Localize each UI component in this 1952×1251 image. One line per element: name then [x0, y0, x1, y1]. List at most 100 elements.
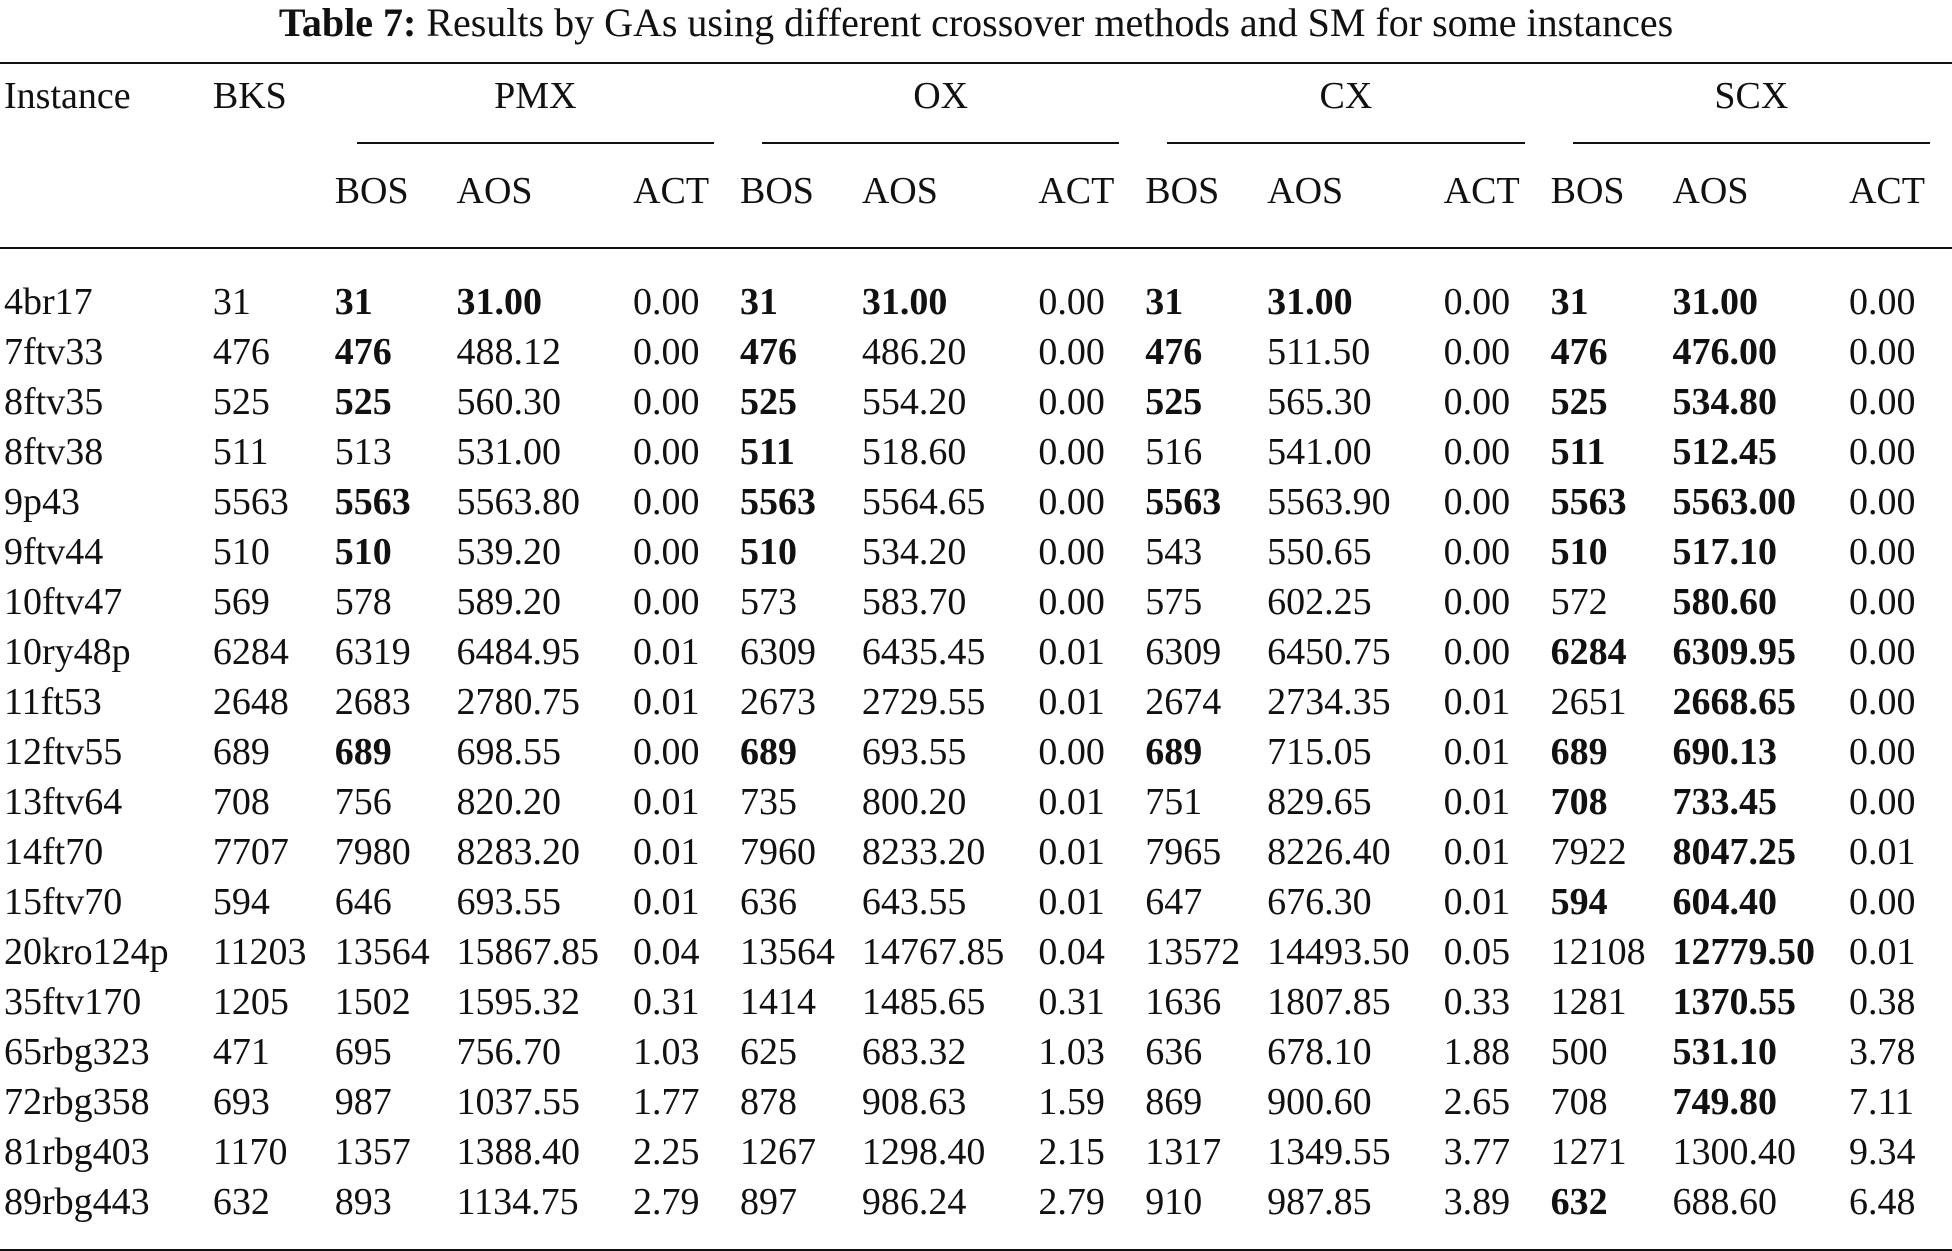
cx-aos-cell: 541.00	[1267, 431, 1372, 473]
scx-aos-cell: 733.45	[1672, 781, 1777, 823]
scx-act-cell: 0.00	[1848, 481, 1916, 523]
pmx-aos-cell: 698.55	[456, 731, 562, 773]
cx-act-cell: 0.00	[1443, 481, 1511, 523]
scx-act-cell: 0.01	[1848, 831, 1916, 873]
instance-cell: 8ftv38	[4, 431, 104, 473]
ox-bos-cell: 476	[740, 331, 797, 373]
instance-cell: 9ftv44	[4, 531, 104, 573]
cx-bos-cell: 525	[1145, 381, 1203, 423]
scx-aos-cell: 5563.00	[1672, 481, 1796, 523]
pmx-act-cell: 2.79	[629, 1177, 736, 1251]
instance-cell: 4br17	[4, 281, 93, 323]
cx-act-cell: 0.00	[1443, 631, 1511, 673]
group-rule	[1167, 142, 1525, 144]
ox-bos-cell: 735	[740, 781, 797, 823]
table-row: 13ftv64 708 756 820.20 0.01 735 800.20 0.01 751 8…	[0, 777, 1952, 827]
ox-act-cell: 2.15	[1038, 1131, 1105, 1173]
instance-cell: 81rbg403	[4, 1131, 150, 1173]
scx-bos-cell: 5563	[1550, 481, 1627, 523]
ox-bos-cell: 689	[740, 731, 797, 773]
scx-act-cell: 0.00	[1848, 881, 1916, 923]
ox-aos-cell: 800.20	[861, 781, 967, 823]
scx-act-cell: 0.00	[1848, 281, 1916, 323]
pmx-act-cell: 0.00	[633, 431, 700, 473]
cx-act-cell: 1.88	[1443, 1031, 1511, 1073]
bks-cell: 7707	[212, 831, 289, 873]
bks-cell: 511	[212, 431, 269, 473]
pmx-aos-cell: 2780.75	[456, 681, 581, 723]
instance-cell: 35ftv170	[4, 981, 142, 1023]
ox-aos-cell: 534.20	[861, 531, 967, 573]
cx-bos-cell: 31	[1145, 281, 1184, 323]
cx-act-cell: 0.01	[1443, 681, 1511, 723]
pmx-bos-cell: 893	[330, 1177, 453, 1251]
ox-bos-cell: 511	[740, 431, 795, 473]
subheader-aos: AOS	[1263, 144, 1440, 249]
scx-bos-cell: 632	[1546, 1177, 1669, 1251]
pmx-act-cell: 1.03	[633, 1031, 700, 1073]
ox-aos-cell: 908.63	[861, 1081, 967, 1123]
table-caption: Table 7: Results by GAs using different …	[0, 0, 1952, 52]
cx-aos-cell: 565.30	[1267, 381, 1372, 423]
table-row: 14ft70 7707 7980 8283.20 0.01 7960 8233.20 0.01…	[0, 827, 1952, 877]
scx-bos-cell: 2651	[1550, 681, 1627, 723]
cx-act-cell: 2.65	[1443, 1081, 1511, 1123]
scx-bos-cell: 1271	[1550, 1131, 1627, 1173]
pmx-act-cell: 0.00	[633, 481, 700, 523]
ox-act-cell: 0.00	[1038, 481, 1105, 523]
bks-cell: 6284	[212, 631, 289, 673]
header-blank	[0, 144, 209, 249]
cx-act-cell: 0.01	[1443, 781, 1511, 823]
scx-bos-cell: 511	[1550, 431, 1606, 473]
bks-cell: 594	[212, 881, 270, 923]
pmx-act-cell: 0.00	[633, 731, 700, 773]
scx-act-cell: 0.00	[1848, 431, 1916, 473]
ox-bos-cell: 1267	[740, 1131, 816, 1173]
cx-act-cell: 3.77	[1443, 1131, 1511, 1173]
pmx-bos-cell: 510	[334, 531, 392, 573]
ox-aos-cell: 2729.55	[861, 681, 986, 723]
scx-act-cell: 9.34	[1848, 1131, 1916, 1173]
pmx-aos-cell: 1595.32	[456, 981, 581, 1023]
table-row: 9ftv44 510 510 539.20 0.00 510 534.20 0.00 543 55…	[0, 527, 1952, 577]
ox-aos-cell: 486.20	[861, 331, 967, 373]
ox-aos-cell: 5564.65	[861, 481, 986, 523]
table-row: 11ft53 2648 2683 2780.75 0.01 2673 2729.55 0.01…	[0, 677, 1952, 727]
cx-aos-cell: 6450.75	[1267, 631, 1391, 673]
cx-aos-cell: 5563.90	[1267, 481, 1391, 523]
cx-aos-cell: 31.00	[1267, 281, 1353, 323]
pmx-aos-cell: 820.20	[456, 781, 562, 823]
scx-act-cell: 0.00	[1848, 681, 1916, 723]
pmx-bos-cell: 987	[334, 1081, 392, 1123]
instance-cell: 7ftv33	[4, 331, 104, 373]
table-row: 8ftv38 511 513 531.00 0.00 511 518.60 0.00 516 54…	[0, 427, 1952, 477]
scx-act-cell: 0.00	[1848, 531, 1916, 573]
caption-text: Results by GAs using different crossover…	[426, 0, 1674, 45]
bks-cell: 693	[212, 1081, 270, 1123]
scx-aos-cell: 31.00	[1672, 281, 1758, 323]
scx-aos-cell: 1300.40	[1672, 1131, 1796, 1173]
bks-cell: 2648	[212, 681, 289, 723]
cx-bos-cell: 516	[1145, 431, 1203, 473]
scx-act-cell: 0.00	[1848, 731, 1916, 773]
ox-aos-cell: 693.55	[861, 731, 967, 773]
scx-act-cell: 0.01	[1848, 931, 1916, 973]
pmx-act-cell: 0.01	[633, 631, 700, 673]
subheader-act: ACT	[1439, 144, 1547, 249]
scx-bos-cell: 594	[1550, 881, 1608, 923]
bks-cell: 476	[212, 331, 270, 373]
scx-aos-cell: 690.13	[1672, 731, 1777, 773]
pmx-aos-cell: 693.55	[456, 881, 562, 923]
scx-bos-cell: 1281	[1550, 981, 1627, 1023]
ox-bos-cell: 31	[740, 281, 778, 323]
cx-aos-cell: 900.60	[1267, 1081, 1372, 1123]
pmx-act-cell: 0.04	[633, 931, 700, 973]
instance-cell: 13ftv64	[4, 781, 123, 823]
ox-aos-cell: 986.24	[857, 1177, 1035, 1251]
scx-act-cell: 6.48	[1844, 1177, 1952, 1251]
table-row: 20kro124p 11203 13564 15867.85 0.04 13564 1476…	[0, 927, 1952, 977]
cx-bos-cell: 476	[1145, 331, 1203, 373]
pmx-aos-cell: 1388.40	[456, 1131, 581, 1173]
cx-bos-cell: 647	[1145, 881, 1203, 923]
pmx-bos-cell: 5563	[334, 481, 411, 523]
